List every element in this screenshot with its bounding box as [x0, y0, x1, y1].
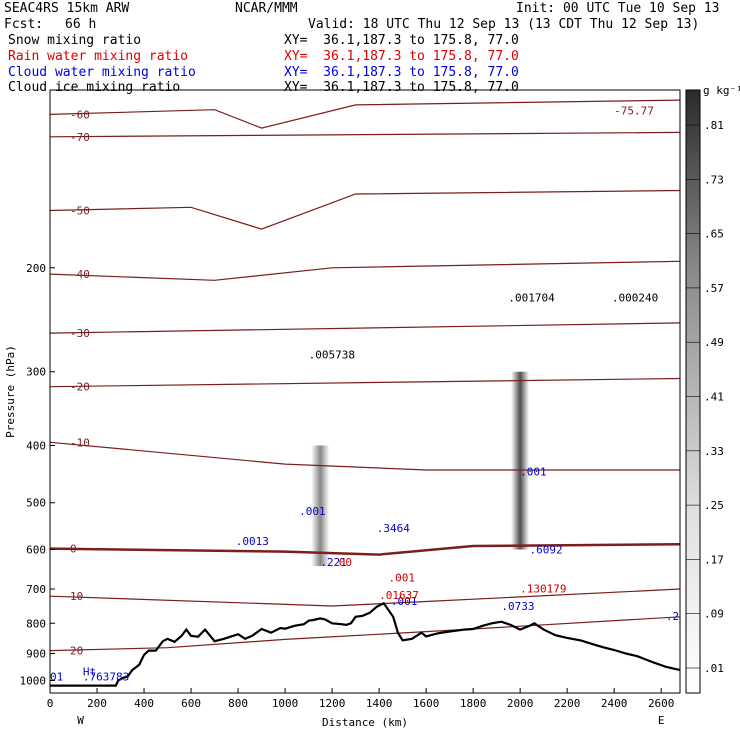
temperature-contour: [50, 588, 680, 607]
temperature-contour: [50, 543, 680, 556]
temperature-contour: [50, 322, 680, 334]
cloud-water-label: Ht: [83, 665, 96, 678]
cloud-water-label: .763783: [83, 670, 129, 683]
temperature-contour-label: 20: [70, 645, 83, 658]
colorbar-level-label: .09: [704, 608, 724, 621]
top-temp-label: -75.77: [614, 104, 654, 117]
y-tick-label: 700: [26, 583, 46, 596]
x-tick-label: 2400: [601, 697, 628, 710]
plot-frame: [49, 89, 681, 694]
temperature-contour: [50, 377, 680, 388]
temperature-contour-label: 0: [70, 543, 77, 556]
x-tick-label: 1600: [413, 697, 440, 710]
temperature-contour-label: 10: [70, 590, 83, 603]
x-tick-label: 400: [134, 697, 154, 710]
x-tick-label: 2000: [507, 697, 534, 710]
temperature-contour-label: -30: [70, 327, 90, 340]
temperature-contour-label: -70: [70, 131, 90, 144]
y-tick-label: 900: [26, 647, 46, 660]
init-label: Init: 00 UTC Tue 10 Sep 13: [516, 1, 720, 16]
cloud-water-label: .001: [520, 466, 547, 479]
x-tick-label: 2200: [554, 697, 581, 710]
temperature-contour-label: -60: [70, 108, 90, 121]
x-tick-label: 800: [228, 697, 248, 710]
colorbar: [685, 89, 701, 694]
y-tick-label: 500: [26, 497, 46, 510]
snow-mixing-column: [311, 445, 330, 567]
valid-label: Valid: 18 UTC Thu 12 Sep 13 (13 CDT Thu …: [308, 17, 700, 32]
rain-water-label: .01637: [379, 589, 419, 602]
x-tick-label: 1000: [272, 697, 299, 710]
colorbar-level-label: .41: [704, 391, 724, 404]
colorbar-unit: g kg⁻¹: [703, 84, 740, 97]
cloud-water-label: 01: [50, 670, 63, 683]
field-cloud-label: Cloud water mixing ratio: [8, 65, 196, 80]
temperature-contour: [50, 616, 680, 652]
ice-max-label: .000240: [612, 291, 658, 304]
cloud-water-label: .2501: [666, 610, 699, 623]
ice-max-label: .005738: [309, 349, 355, 362]
terrain-line: [50, 601, 680, 687]
field-cloud-xy: XY= 36.1,187.3 to 175.8, 77.0: [284, 65, 519, 80]
rain-water-label: .130179: [520, 583, 566, 596]
temperature-contour: [50, 441, 680, 471]
y-tick-label: 300: [26, 366, 46, 379]
model-title: SEAC4RS 15km ARW: [4, 1, 130, 16]
rain-water-label: .00: [332, 556, 352, 569]
y-tick-label: 800: [26, 617, 46, 630]
colorbar-level-label: .33: [704, 445, 724, 458]
colorbar-level-label: .01: [704, 662, 724, 675]
west-end-label: W: [77, 714, 84, 727]
cloud-water-label: .001: [391, 595, 418, 608]
colorbar-level-label: .57: [704, 282, 724, 295]
y-tick-label: 400: [26, 440, 46, 453]
x-tick-label: 0: [47, 697, 54, 710]
field-snow-label: Snow mixing ratio: [8, 33, 142, 48]
x-tick-label: 1200: [319, 697, 346, 710]
cloud-water-label: .0733: [501, 600, 534, 613]
east-end-label: E: [658, 714, 665, 727]
field-rain-label: Rain water mixing ratio: [8, 49, 189, 64]
field-ice-label: Cloud ice mixing ratio: [8, 80, 181, 95]
cloud-water-label: .0013: [236, 535, 269, 548]
colorbar-level-label: .73: [704, 173, 724, 186]
y-axis-label: Pressure (hPa): [4, 345, 17, 438]
rain-water-label: .001: [389, 572, 416, 585]
x-tick-label: 600: [181, 697, 201, 710]
temperature-contour: [50, 131, 680, 138]
temperature-contour-label: -40: [70, 268, 90, 281]
x-axis-label: Distance (km): [322, 716, 408, 729]
temperature-contour: [50, 189, 680, 230]
colorbar-level-label: .25: [704, 499, 724, 512]
cloud-water-label: .001: [299, 505, 326, 518]
x-tick-label: 1400: [366, 697, 393, 710]
y-tick-label: 200: [26, 262, 46, 275]
ice-max-label: .001704: [508, 291, 555, 304]
x-tick-label: 2600: [648, 697, 675, 710]
colorbar-level-label: .81: [704, 119, 724, 132]
y-tick-label: 600: [26, 543, 46, 556]
center-label: NCAR/MMM: [235, 1, 298, 16]
colorbar-level-label: .65: [704, 228, 724, 241]
y-tick-label: 1000: [20, 674, 47, 687]
temperature-contour: [50, 99, 680, 129]
temperature-contour-label: -20: [70, 381, 90, 394]
fcst-label: Fcst:: [4, 17, 44, 32]
field-snow-xy: XY= 36.1,187.3 to 175.8, 77.0: [284, 33, 519, 48]
temperature-contour-label: -10: [70, 436, 90, 449]
field-ice-xy: XY= 36.1,187.3 to 175.8, 77.0: [284, 80, 519, 95]
field-rain-xy: XY= 36.1,187.3 to 175.8, 77.0: [284, 49, 519, 64]
cloud-water-label: .221: [320, 556, 347, 569]
snow-mixing-column: [511, 371, 530, 550]
cloud-water-label: .3464: [377, 522, 410, 535]
cloud-water-label: .6092: [530, 544, 563, 557]
fcst-value: 66 h: [65, 17, 97, 32]
temperature-contour-label: -50: [70, 205, 90, 218]
x-tick-label: 1800: [460, 697, 487, 710]
x-tick-label: 200: [87, 697, 107, 710]
colorbar-level-label: .49: [704, 336, 724, 349]
temperature-contour: [50, 260, 680, 281]
colorbar-level-label: .17: [704, 553, 724, 566]
